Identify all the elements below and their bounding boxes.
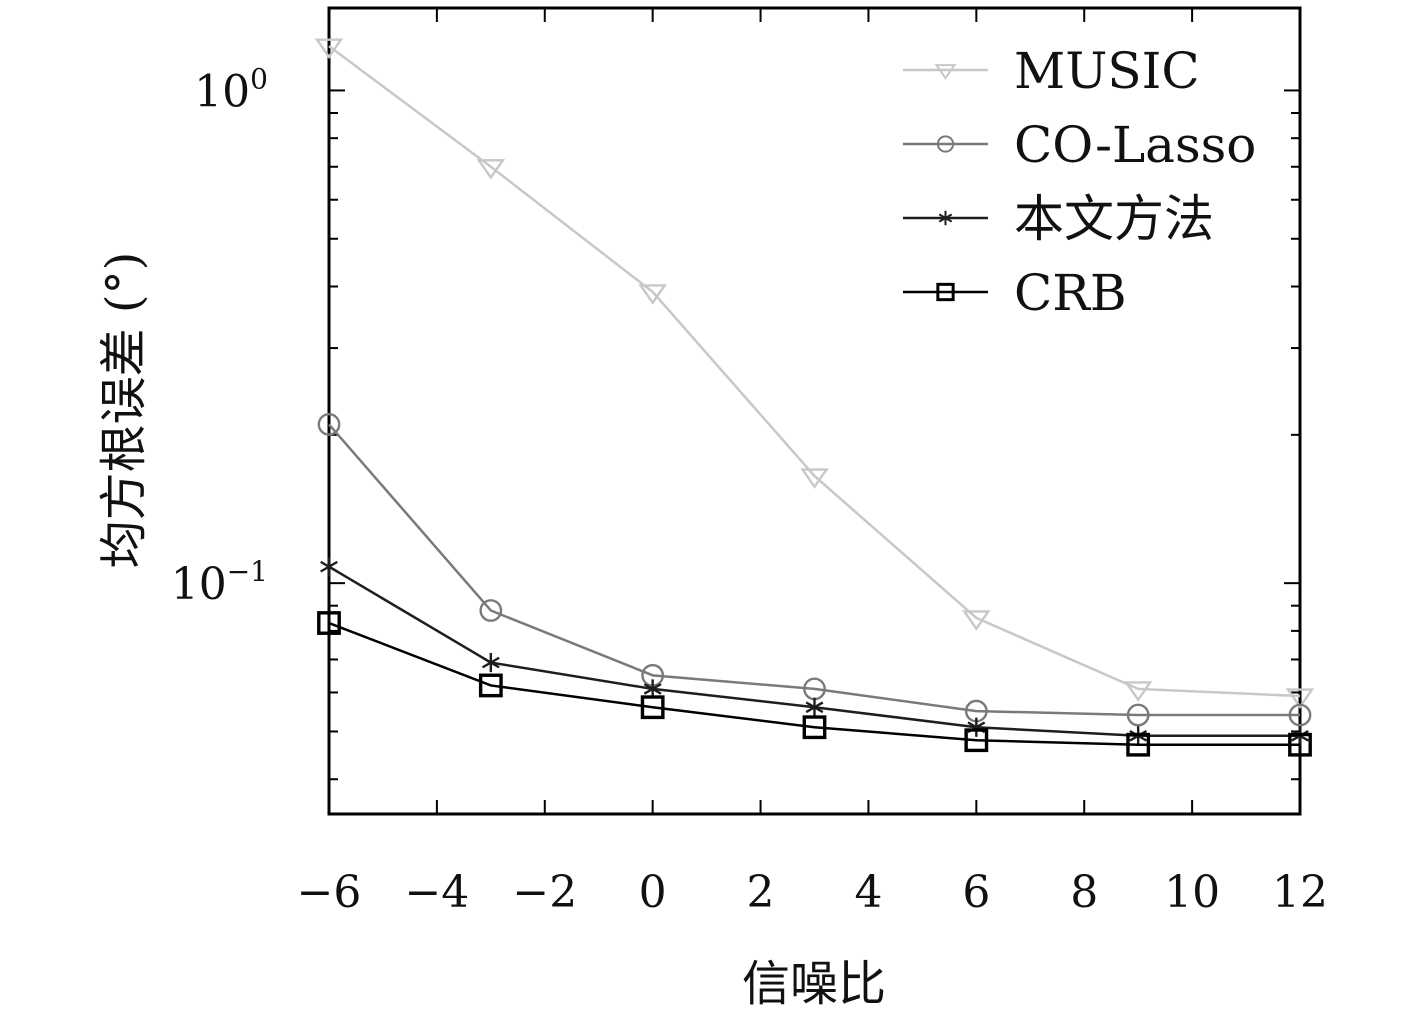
series-circle [317,412,1312,727]
asterisk-marker [320,557,338,577]
asterisk-stroke [320,560,338,573]
legend-entry: CO-Lasso [903,116,1256,174]
asterisk-marker [481,652,500,673]
asterisk-stroke [805,701,824,714]
x-axis-title: 信噪比 [742,956,886,1012]
triangle-marker [800,468,829,489]
x-tick-label: 12 [1272,867,1328,918]
square-marker [478,673,503,698]
triangle-marker [638,284,667,305]
square-marker [1126,732,1151,757]
legend-entry: 本文方法 [903,190,1214,248]
series-triangle-down [314,38,1315,709]
triangle-marker [1123,681,1153,702]
asterisk-stroke [481,656,500,669]
legend-label: MUSIC [1014,42,1200,100]
legend-entry: MUSIC [903,42,1200,100]
asterisk-marker [643,679,662,699]
triangle-marker [1285,688,1315,709]
legend-entry: CRB [903,264,1127,322]
legend: MUSIC CO-Lasso 本文方法 CRB [903,42,1256,322]
series-line [328,45,1301,698]
asterisk-marker [805,697,824,717]
square-marker [640,695,665,720]
series-group [314,38,1315,757]
series-square [317,611,1312,757]
square-marker [936,282,955,302]
y-axis-title: 均方根误差 (°) [96,252,152,569]
x-tick-label: −6 [297,867,362,918]
x-tick-label: 6 [962,867,990,918]
x-tick-label: 2 [747,867,775,918]
square-marker [964,728,989,753]
square-marker [802,715,827,740]
asterisk-stroke [938,213,953,223]
plot-frame [327,6,1302,816]
triangle-marker [962,610,991,631]
series-line [328,621,1300,746]
x-tick-label: −2 [512,867,577,918]
square-marker [317,611,341,635]
circle-marker [1126,703,1150,727]
circle-marker [936,135,955,153]
triangle-marker [934,64,957,80]
legend-label: 本文方法 [1014,190,1214,248]
x-tick-label: 10 [1164,867,1220,918]
axis-ticks [328,8,1301,814]
legend-label: CO-Lasso [1014,116,1256,174]
y-tick-label: 10−1 [171,555,268,610]
y-tick-labels: 100 10−1 [171,62,268,610]
series-line [328,423,1300,717]
x-tick-labels: −6 −4 −2 0 2 4 6 8 10 12 [297,867,1328,918]
triangle-marker [476,159,506,180]
x-tick-label: 0 [639,867,667,918]
legend-label: CRB [1014,264,1127,322]
x-tick-label: 4 [854,867,882,918]
circle-marker [317,412,341,436]
asterisk-stroke [643,683,662,695]
square-marker [1288,732,1312,757]
circle-marker [1288,703,1312,727]
x-tick-label: −4 [404,867,469,918]
triangle-marker [314,38,344,60]
y-tick-label: 100 [194,62,268,117]
circle-marker [479,599,503,622]
x-tick-label: 8 [1070,867,1098,918]
asterisk-marker [938,210,953,226]
